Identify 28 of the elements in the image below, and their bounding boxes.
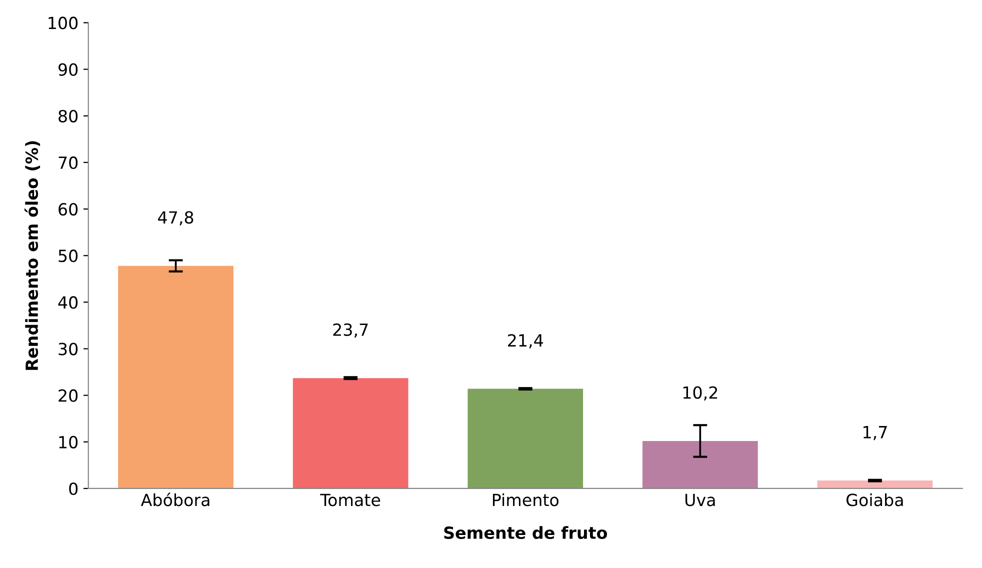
data-label: 1,7 <box>864 426 887 440</box>
y-tick-label: 60 <box>58 202 78 216</box>
bar <box>118 266 234 488</box>
y-tick-label: 50 <box>58 250 78 262</box>
y-tick-label: 20 <box>58 389 78 402</box>
data-label: 21,4 <box>508 334 543 348</box>
x-tick-label: Tomate <box>320 494 380 506</box>
x-tick-label: Abóbora <box>140 492 210 506</box>
y-tick-label: 80 <box>58 110 78 122</box>
y-axis-title: Rendimento em óleo (%) <box>24 141 40 370</box>
data-label: 23,7 <box>333 323 368 338</box>
data-label: 47,8 <box>158 211 194 226</box>
y-tick-label: 10 <box>59 436 78 448</box>
x-tick-label: Goiaba <box>846 493 903 506</box>
y-tick-label: 70 <box>58 156 78 170</box>
x-tick-label: Uva <box>685 494 715 506</box>
y-tick-label: 100 <box>48 16 78 30</box>
x-axis-title: Semente de fruto <box>444 526 608 540</box>
y-tick-label: 40 <box>58 296 78 309</box>
bar <box>292 378 408 488</box>
bar <box>817 480 933 488</box>
y-tick-label: 30 <box>58 342 78 356</box>
y-tick-label: 90 <box>58 63 78 76</box>
data-label: 10,2 <box>683 386 718 401</box>
y-tick-label: 0 <box>69 482 78 496</box>
bar <box>642 440 758 488</box>
x-tick-label: Pimento <box>492 493 559 506</box>
bar <box>468 388 584 488</box>
